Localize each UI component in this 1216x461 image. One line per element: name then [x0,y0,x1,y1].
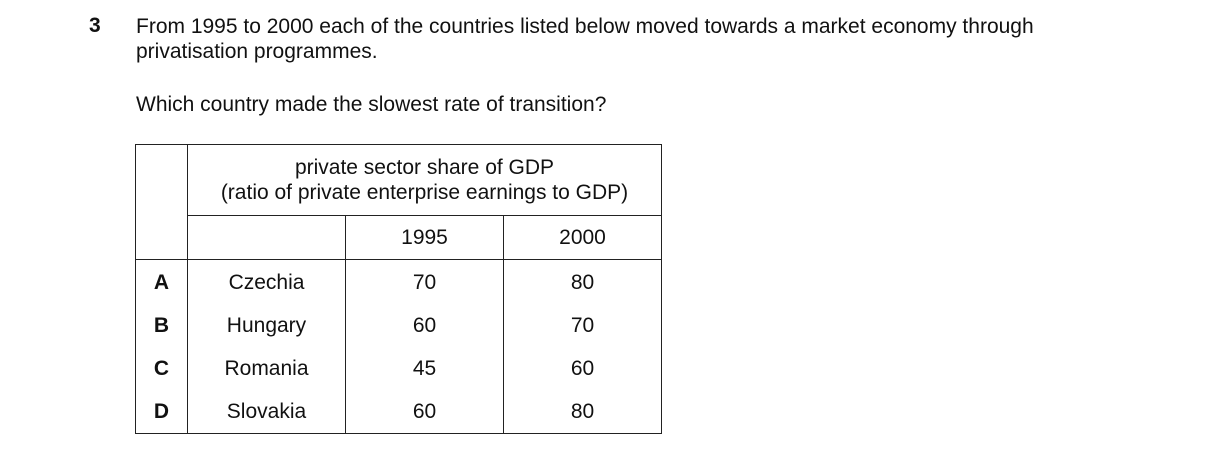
value-1995: 60 [345,304,504,347]
stem-line-1: From 1995 to 2000 each of the countries … [136,15,1034,38]
option-letter: C [135,347,188,390]
table-row: D Slovakia 60 80 [135,390,662,434]
value-2000: 80 [503,390,662,434]
question-stem: From 1995 to 2000 each of the countries … [136,14,1176,64]
value-2000: 80 [503,259,662,304]
country-name: Hungary [187,304,346,347]
value-1995: 60 [345,390,504,434]
table-header-row: private sector share of GDP (ratio of pr… [135,144,662,216]
option-letter: D [135,390,188,434]
question-prompt: Which country made the slowest rate of t… [136,93,607,116]
data-table: private sector share of GDP (ratio of pr… [135,144,662,434]
table-row: C Romania 45 60 [135,347,662,390]
value-2000: 70 [503,304,662,347]
year-header-1995: 1995 [345,215,504,260]
value-1995: 45 [345,347,504,390]
option-letter: A [135,259,188,304]
blank-corner-cell [135,144,188,216]
country-name: Czechia [187,259,346,304]
table-row: A Czechia 70 80 [135,259,662,304]
table-year-row: 1995 2000 [135,215,662,260]
table-title-cell: private sector share of GDP (ratio of pr… [187,144,662,216]
country-name: Slovakia [187,390,346,434]
year-header-2000: 2000 [503,215,662,260]
blank-letter-cell [135,215,188,260]
question-number: 3 [89,14,101,37]
table-row: B Hungary 60 70 [135,304,662,347]
table-title-line-1: private sector share of GDP [294,156,555,179]
blank-country-header-cell [187,215,346,260]
stem-line-2: privatisation programmes. [136,40,378,63]
value-1995: 70 [345,259,504,304]
country-name: Romania [187,347,346,390]
value-2000: 60 [503,347,662,390]
table-title-line-2: (ratio of private enterprise earnings to… [220,181,629,204]
option-letter: B [135,304,188,347]
